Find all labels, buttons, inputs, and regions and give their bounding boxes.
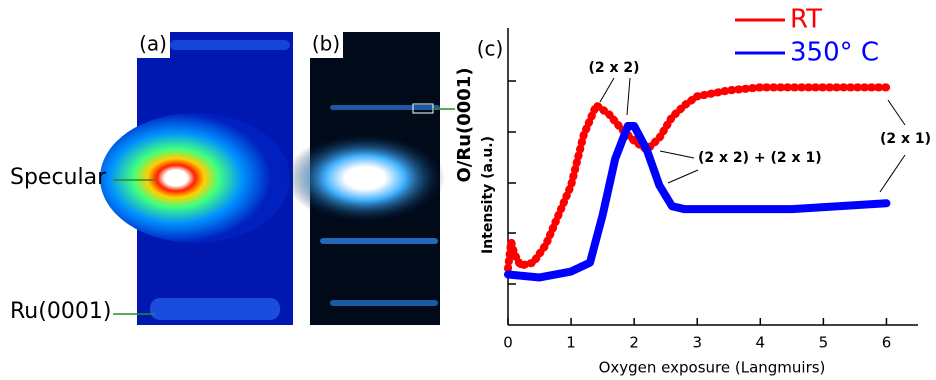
arrow (599, 77, 615, 103)
x-tick-label: 6 (882, 334, 892, 352)
legend-label: RT (790, 5, 822, 35)
legend-label: 350° C (790, 38, 879, 68)
y-label: O/Ru(0001) (454, 67, 475, 182)
x-tick-label: 4 (756, 334, 766, 352)
label-bg (137, 32, 170, 58)
label-bg (310, 32, 343, 58)
x-tick-label: 2 (629, 334, 639, 352)
specular-spot (100, 113, 290, 243)
panel-label: (c) (477, 37, 504, 61)
arrow (667, 169, 699, 184)
streak (170, 40, 290, 50)
image-label: Specular (10, 165, 107, 190)
y-label: Intensity (a.u.) (480, 136, 496, 254)
annotation: (2 x 2) (588, 60, 639, 76)
arrow (659, 150, 695, 159)
series-line (504, 83, 891, 273)
arrow (879, 154, 906, 193)
arrow (887, 99, 906, 126)
streak (320, 238, 438, 244)
annotation: (2 x 1) (880, 131, 931, 147)
x-tick-label: 0 (503, 334, 513, 352)
series-line-core (505, 84, 887, 269)
streak (330, 105, 440, 110)
specular-spot (285, 133, 445, 223)
streak (150, 298, 280, 320)
x-label: Oxygen exposure (Langmuirs) (599, 359, 826, 377)
annotation: (2 x 2) + (2 x 1) (698, 150, 822, 166)
series-line (504, 122, 891, 282)
x-tick-label: 3 (692, 334, 702, 352)
panel-label: (b) (312, 32, 340, 56)
image-label: Ru(0001) (10, 299, 111, 324)
arrow (626, 77, 631, 116)
x-tick-label: 5 (819, 334, 829, 352)
x-tick-label: 1 (566, 334, 576, 352)
streak (330, 300, 438, 306)
panel-label: (a) (139, 32, 167, 56)
